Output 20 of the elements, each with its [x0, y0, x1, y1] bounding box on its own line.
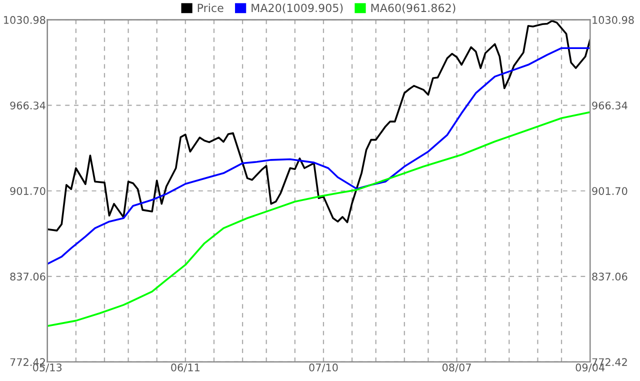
legend-label: MA20(1009.905) [252, 4, 343, 14]
line-series [47, 47, 590, 265]
legend-label: Price [198, 4, 224, 12]
y-tick-label: 1030.98 [4, 16, 46, 24]
x-tick-label: 09/04 [576, 364, 605, 372]
y2-tick-label: 837.06 [592, 272, 628, 281]
legend-label: MA60(961.862) [371, 4, 456, 14]
y2-tick-label: 901.70 [592, 187, 628, 195]
line-series [47, 111, 590, 327]
y-tick-label: 772.42 [10, 358, 45, 366]
y-tick-label: 966.34 [10, 102, 46, 110]
x-tick-label: 05/13 [33, 364, 62, 372]
y2-tick-label: 1030.98 [592, 16, 634, 24]
y-tick-label: 901.70 [10, 187, 46, 195]
y2-tick-label: 966.34 [592, 102, 628, 110]
x-tick-label: 06/11 [171, 364, 200, 372]
y-tick-label: 837.06 [10, 272, 46, 281]
x-tick-label: 08/07 [442, 364, 471, 372]
x-tick-label: 07/10 [309, 364, 338, 372]
y2-tick-label: 772.42 [592, 358, 627, 366]
